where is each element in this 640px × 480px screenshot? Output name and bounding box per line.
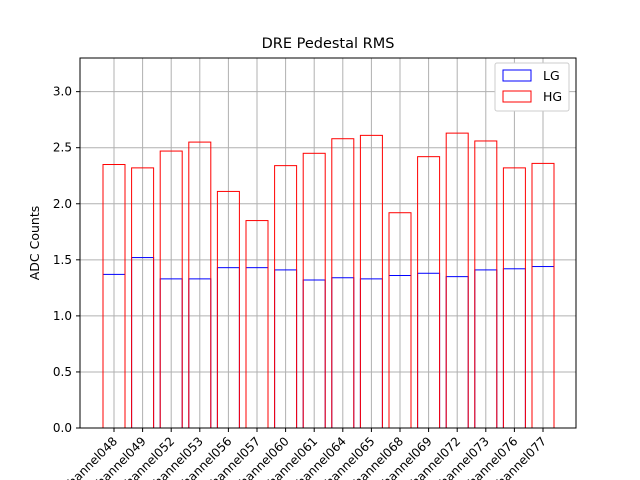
legend-box <box>494 62 570 112</box>
y-axis-label: ADC Counts <box>27 206 42 281</box>
plot-frame <box>79 57 577 429</box>
y-tick-label: 2.5 <box>53 141 72 155</box>
legend-label-lg: LG <box>543 68 560 83</box>
chart-title: DRE Pedestal RMS <box>262 36 395 52</box>
legend: LG HG <box>494 62 570 112</box>
y-tick-label: 3.0 <box>53 85 72 99</box>
y-tick-label: 1.5 <box>53 253 72 267</box>
y-tick-label: 0.5 <box>53 365 72 379</box>
y-tick-label: 0.0 <box>53 421 72 435</box>
legend-swatch-hg <box>502 90 532 103</box>
legend-label-hg: HG <box>543 89 562 104</box>
y-axis: 0.0 0.5 1.0 1.5 2.0 2.5 3.0 <box>53 85 80 435</box>
y-tick-label: 2.0 <box>53 197 72 211</box>
grid <box>80 58 576 429</box>
y-tick-label: 1.0 <box>53 309 72 323</box>
legend-swatch-lg <box>502 69 532 82</box>
